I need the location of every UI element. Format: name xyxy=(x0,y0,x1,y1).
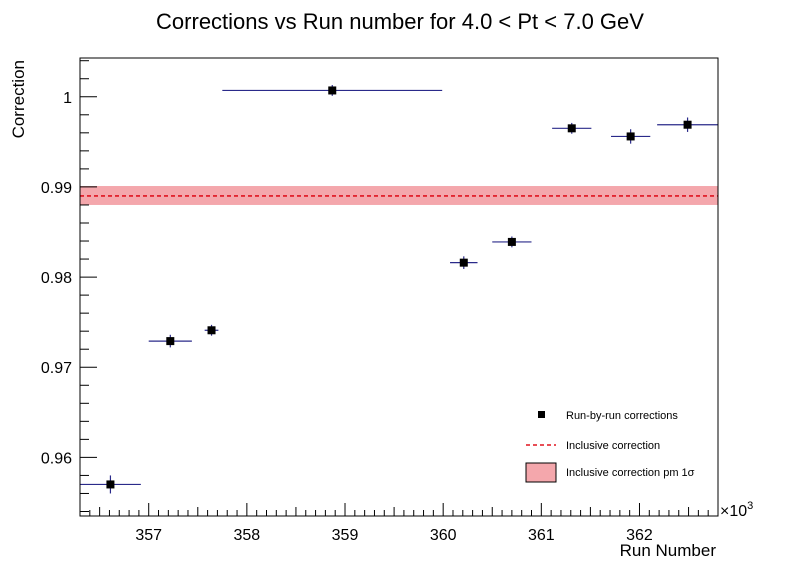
data-point xyxy=(492,236,532,248)
point-marker xyxy=(328,86,337,95)
data-point xyxy=(611,129,651,144)
point-marker xyxy=(567,124,576,133)
x-axis-multiplier-base: ×10 xyxy=(720,503,747,520)
data-point xyxy=(552,122,592,134)
plot-frame xyxy=(79,57,719,517)
x-tick-label: 358 xyxy=(234,527,261,544)
legend-point-swatch xyxy=(538,411,545,418)
chart-title: Corrections vs Run number for 4.0 < Pt <… xyxy=(156,9,644,34)
data-point xyxy=(450,256,478,269)
y-axis-label: Correction xyxy=(9,60,28,138)
y-tick-label: 0.96 xyxy=(41,450,72,467)
x-tick-label: 362 xyxy=(626,527,653,544)
legend-entry-line: Inclusive correction xyxy=(526,440,660,452)
x-tick-label: 361 xyxy=(528,527,555,544)
y-tick-label: 1 xyxy=(63,90,72,107)
point-marker xyxy=(626,132,635,141)
legend-band-swatch xyxy=(525,462,557,483)
data-point xyxy=(148,334,192,348)
legend-label-band: Inclusive correction pm 1σ xyxy=(566,467,695,479)
legend: Run-by-run corrections Inclusive correcti… xyxy=(525,410,695,483)
y-tick-label: 0.98 xyxy=(41,270,72,287)
data-point xyxy=(80,475,141,494)
data-point xyxy=(204,324,219,336)
x-tick-label: 357 xyxy=(135,527,162,544)
legend-entry-band: Inclusive correction pm 1σ xyxy=(525,462,695,483)
data-points-layer xyxy=(80,85,718,494)
point-marker xyxy=(166,337,175,346)
data-point xyxy=(657,117,718,132)
legend-entry-points: Run-by-run corrections xyxy=(538,410,678,422)
point-marker xyxy=(683,120,692,129)
point-marker xyxy=(507,237,516,246)
legend-label-points: Run-by-run corrections xyxy=(566,410,678,422)
point-marker xyxy=(459,258,468,267)
x-axis-multiplier: ×103 xyxy=(720,500,753,520)
x-tick-label: 360 xyxy=(430,527,457,544)
y-tick-label: 0.97 xyxy=(41,360,72,377)
point-marker xyxy=(207,326,216,335)
legend-label-line: Inclusive correction xyxy=(566,440,660,452)
x-axis-label: Run Number xyxy=(620,541,717,560)
data-point xyxy=(222,85,443,96)
point-marker xyxy=(106,480,115,489)
x-tick-label: 359 xyxy=(332,527,359,544)
y-axis: 0.96 0.97 0.98 0.99 1 xyxy=(41,60,97,512)
y-tick-label: 0.99 xyxy=(41,180,72,197)
x-axis: 357 358 359 360 361 362 xyxy=(79,503,719,544)
x-axis-multiplier-exponent: 3 xyxy=(747,500,753,512)
